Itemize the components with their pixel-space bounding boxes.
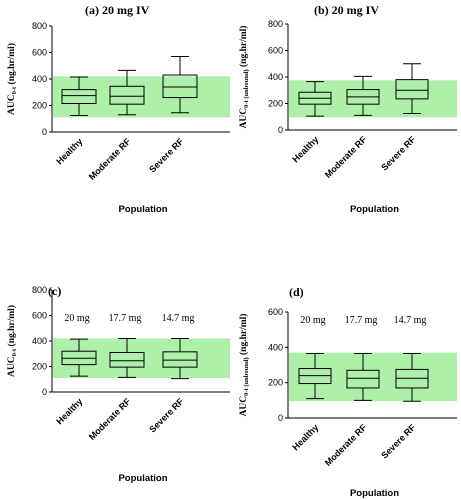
box-iqr: [109, 351, 145, 368]
y-tick-label: 0: [42, 127, 47, 137]
x-category-label: Healthy: [54, 396, 84, 426]
y-tick-label: 800: [268, 19, 283, 29]
dose-annotation: 17.7 mg: [109, 313, 142, 324]
y-tick-label: 200: [268, 378, 283, 388]
panel-d: 0 200 400 600 Healthy Moderate RF Severe RF Pop…: [238, 285, 457, 499]
x-category-label: Moderate RF: [87, 136, 133, 182]
dose-annotation: 17.7 mg: [345, 315, 378, 326]
x-category-label: Severe RF: [147, 136, 186, 175]
x-category-label: Healthy: [290, 422, 320, 452]
y-tick-label: 200: [32, 101, 47, 111]
box-moderate-rf: [109, 337, 145, 378]
box-iqr: [109, 85, 145, 105]
dose-annotation: 20 mg: [300, 315, 325, 326]
box-severe-rf: [395, 63, 429, 114]
panel-title: (b) 20 mg IV: [314, 3, 379, 17]
panel-title: (c): [48, 284, 61, 298]
x-axis-title: Population: [350, 204, 399, 215]
box-severe-rf: [162, 55, 198, 114]
box-healthy: [61, 76, 97, 116]
y-tick-label: 600: [268, 307, 283, 317]
box-moderate-rf: [109, 69, 145, 116]
x-category-label: Healthy: [290, 134, 320, 164]
dose-annotation: 14.7 mg: [162, 313, 195, 324]
x-axis-title: Population: [350, 488, 399, 499]
box-moderate-rf: [346, 353, 380, 401]
reference-band: [53, 76, 230, 118]
box-healthy: [298, 353, 332, 400]
dose-annotation: 20 mg: [64, 313, 89, 324]
y-axis-title: AUC0-t (ng.hr/ml): [6, 305, 18, 377]
panel-title: (d): [289, 285, 304, 299]
y-tick-label: 200: [268, 99, 283, 109]
y-tick-label: 600: [32, 311, 47, 321]
y-tick-label: 0: [278, 125, 283, 135]
x-category-label: Severe RF: [379, 422, 418, 461]
x-axis-title: Population: [118, 204, 167, 215]
y-axis-title: AUC0-t (ng.hr/ml): [6, 43, 18, 115]
y-tick-label: 800: [32, 285, 47, 295]
panel-a: 0 200 400 600 800 Healthy Moderate RF Severe RF…: [6, 3, 230, 215]
y-tick-label: 600: [32, 48, 47, 58]
box-iqr: [162, 351, 198, 368]
y-tick-label: 0: [278, 413, 283, 423]
panel-c: 0 200 400 600 800 Healthy Moderate RF Severe RF…: [6, 284, 230, 484]
x-category-label: Moderate RF: [323, 134, 369, 180]
x-category-label: Severe RF: [147, 396, 186, 435]
y-tick-label: 0: [42, 387, 47, 397]
y-tick-label: 200: [32, 362, 47, 372]
box-moderate-rf: [346, 75, 380, 116]
y-tick-label: 800: [32, 21, 47, 31]
box-iqr: [346, 369, 380, 389]
box-healthy: [61, 338, 97, 377]
y-axis-title: AUC0-t (unbound) (ng.hr/ml): [238, 26, 250, 129]
y-tick-label: 400: [268, 72, 283, 82]
box-severe-rf: [162, 337, 198, 380]
reference-band: [289, 352, 457, 402]
x-category-label: Moderate RF: [87, 396, 133, 442]
box-iqr: [61, 89, 97, 105]
y-tick-label: 600: [268, 46, 283, 56]
x-axis-title: Population: [118, 473, 167, 484]
x-category-label: Severe RF: [379, 134, 418, 173]
y-axis-title: AUC0-t (unbound) (ng.hr/ml): [238, 314, 250, 417]
x-category-label: Healthy: [54, 136, 84, 166]
y-tick-label: 400: [32, 336, 47, 346]
y-tick-label: 400: [268, 342, 283, 352]
panel-b: 0 200 400 600 800 Healthy Moderate RF Severe RF…: [238, 3, 457, 215]
box-healthy: [298, 81, 332, 117]
panel-title: (a) 20 mg IV: [85, 3, 150, 17]
reference-band: [289, 80, 457, 118]
dose-annotation: 14.7 mg: [394, 315, 427, 326]
y-tick-label: 400: [32, 74, 47, 84]
box-severe-rf: [395, 353, 429, 402]
box-iqr: [162, 74, 198, 99]
box-iqr: [395, 79, 429, 100]
x-category-label: Moderate RF: [323, 422, 369, 468]
